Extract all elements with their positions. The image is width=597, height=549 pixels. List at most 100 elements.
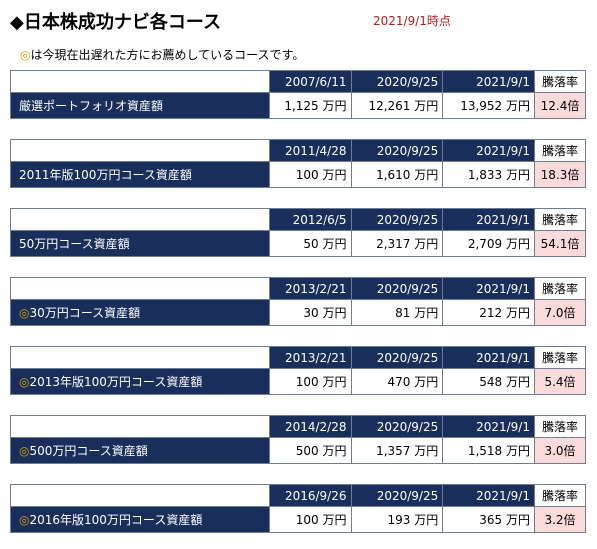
date-cell: 2011/4/28 [268, 139, 352, 162]
table-row: 50万円コース資産額 50 万円 2,317 万円 2,709 万円 54.1倍 [10, 230, 586, 257]
course-table: 2012/6/5 2020/9/25 2021/9/1 騰落率 50万円コース資産額 50… [10, 208, 586, 257]
table-header-row: 2011/4/28 2020/9/25 2021/9/1 騰落率 [10, 139, 586, 162]
course-name-cell: 2011年版100万円コース資産額 [10, 161, 270, 188]
date-cell: 2021/9/1 [442, 277, 535, 300]
course-name: 30万円コース資産額 [29, 306, 141, 320]
rate-header: 騰落率 [534, 70, 586, 93]
asset-value-cell: 470 万円 [350, 368, 444, 395]
asset-value-cell: 81 万円 [350, 299, 444, 326]
blank-cell [10, 484, 270, 507]
course-name-cell: ◎2013年版100万円コース資産額 [10, 368, 270, 395]
course-table: 2013/2/21 2020/9/25 2021/9/1 騰落率 ◎30万円コース資産額… [10, 277, 586, 326]
rate-value: 3.0倍 [534, 437, 586, 464]
date-cell: 2013/2/21 [268, 277, 352, 300]
date-cell: 2021/9/1 [442, 139, 535, 162]
asset-value-cell: 1,125 万円 [268, 92, 352, 119]
date-cell: 2014/2/28 [268, 415, 352, 438]
date-cell: 2020/9/25 [350, 415, 444, 438]
course-name-cell: ◎30万円コース資産額 [10, 299, 270, 326]
recommend-mark-icon: ◎ [20, 48, 31, 62]
course-table: 2014/2/28 2020/9/25 2021/9/1 騰落率 ◎500万円コース資産… [10, 415, 586, 464]
course-name-cell: 50万円コース資産額 [10, 230, 270, 257]
page-header: ◆日本株成功ナビ各コース 2021/9/1時点 [10, 6, 590, 34]
blank-cell [10, 208, 270, 231]
table-row: ◎2013年版100万円コース資産額 100 万円 470 万円 548 万円 5.4倍 [10, 368, 586, 395]
table-header-row: 2016/9/26 2020/9/25 2021/9/1 騰落率 [10, 484, 586, 507]
date-cell: 2020/9/25 [350, 208, 444, 231]
asset-value-cell: 1,833 万円 [442, 161, 535, 188]
asset-value-cell: 1,610 万円 [350, 161, 444, 188]
date-cell: 2016/9/26 [268, 484, 352, 507]
note-text: は今現在出遅れた方にお薦めしているコースです。 [30, 48, 305, 62]
table-header-row: 2012/6/5 2020/9/25 2021/9/1 騰落率 [10, 208, 586, 231]
table-row: ◎2016年版100万円コース資産額 100 万円 193 万円 365 万円 3.2倍 [10, 506, 586, 533]
rate-value: 54.1倍 [534, 230, 586, 257]
rate-header: 騰落率 [534, 139, 586, 162]
date-cell: 2020/9/25 [350, 346, 444, 369]
asset-value-cell: 212 万円 [442, 299, 535, 326]
rate-value: 3.2倍 [534, 506, 586, 533]
course-name-cell: ◎2016年版100万円コース資産額 [10, 506, 270, 533]
date-cell: 2020/9/25 [350, 70, 444, 93]
recommend-mark-icon: ◎ [19, 306, 30, 320]
course-name: 厳選ポートフォリオ資産額 [19, 99, 164, 113]
asset-value-cell: 100 万円 [268, 161, 352, 188]
course-name: 2011年版100万円コース資産額 [19, 168, 192, 182]
rate-header: 騰落率 [534, 346, 586, 369]
recommend-mark-icon: ◎ [19, 513, 30, 527]
rate-header: 騰落率 [534, 484, 586, 507]
asset-value-cell: 13,952 万円 [442, 92, 535, 119]
date-cell: 2020/9/25 [350, 139, 444, 162]
asset-value-cell: 365 万円 [442, 506, 535, 533]
as-of-date: 2021/9/1時点 [373, 14, 451, 28]
blank-cell [10, 277, 270, 300]
course-table: 2013/2/21 2020/9/25 2021/9/1 騰落率 ◎2013年版100万… [10, 346, 586, 395]
course-name: 2016年版100万円コース資産額 [29, 513, 203, 527]
course-table: 2016/9/26 2020/9/25 2021/9/1 騰落率 ◎2016年版100万… [10, 484, 586, 533]
asset-value-cell: 548 万円 [442, 368, 535, 395]
date-cell: 2020/9/25 [350, 277, 444, 300]
asset-value-cell: 1,357 万円 [350, 437, 444, 464]
table-header-row: 2007/6/11 2020/9/25 2021/9/1 騰落率 [10, 70, 586, 93]
table-row: ◎30万円コース資産額 30 万円 81 万円 212 万円 7.0倍 [10, 299, 586, 326]
date-cell: 2007/6/11 [268, 70, 352, 93]
table-header-row: 2013/2/21 2020/9/25 2021/9/1 騰落率 [10, 346, 586, 369]
course-table: 2011/4/28 2020/9/25 2021/9/1 騰落率 2011年版100万円… [10, 139, 586, 188]
rate-value: 5.4倍 [534, 368, 586, 395]
table-row: ◎500万円コース資産額 500 万円 1,357 万円 1,518 万円 3.0倍 [10, 437, 586, 464]
date-cell: 2021/9/1 [442, 70, 535, 93]
blank-cell [10, 415, 270, 438]
blank-cell [10, 70, 270, 93]
course-name: 50万円コース資産額 [19, 237, 130, 251]
rate-header: 騰落率 [534, 208, 586, 231]
table-header-row: 2014/2/28 2020/9/25 2021/9/1 騰落率 [10, 415, 586, 438]
date-cell: 2012/6/5 [268, 208, 352, 231]
course-name-cell: ◎500万円コース資産額 [10, 437, 270, 464]
blank-cell [10, 346, 270, 369]
recommend-mark-icon: ◎ [19, 375, 30, 389]
recommendation-note: ◎は今現在出遅れた方にお薦めしているコースです。 [20, 46, 304, 63]
table-row: 厳選ポートフォリオ資産額 1,125 万円 12,261 万円 13,952 万円 12… [10, 92, 586, 119]
course-name: 500万円コース資産額 [29, 444, 148, 458]
rate-value: 7.0倍 [534, 299, 586, 326]
asset-value-cell: 100 万円 [268, 506, 352, 533]
date-cell: 2021/9/1 [442, 415, 535, 438]
asset-value-cell: 1,518 万円 [442, 437, 535, 464]
blank-cell [10, 139, 270, 162]
asset-value-cell: 30 万円 [268, 299, 352, 326]
course-name-cell: 厳選ポートフォリオ資産額 [10, 92, 270, 119]
asset-value-cell: 12,261 万円 [350, 92, 444, 119]
asset-value-cell: 50 万円 [268, 230, 352, 257]
rate-header: 騰落率 [534, 415, 586, 438]
course-name: 2013年版100万円コース資産額 [29, 375, 203, 389]
asset-value-cell: 500 万円 [268, 437, 352, 464]
recommend-mark-icon: ◎ [19, 444, 30, 458]
date-cell: 2021/9/1 [442, 484, 535, 507]
rate-value: 12.4倍 [534, 92, 586, 119]
rate-header: 騰落率 [534, 277, 586, 300]
table-row: 2011年版100万円コース資産額 100 万円 1,610 万円 1,833 万円 1… [10, 161, 586, 188]
page-title: ◆日本株成功ナビ各コース [10, 12, 221, 33]
date-cell: 2021/9/1 [442, 208, 535, 231]
asset-value-cell: 193 万円 [350, 506, 444, 533]
asset-value-cell: 100 万円 [268, 368, 352, 395]
